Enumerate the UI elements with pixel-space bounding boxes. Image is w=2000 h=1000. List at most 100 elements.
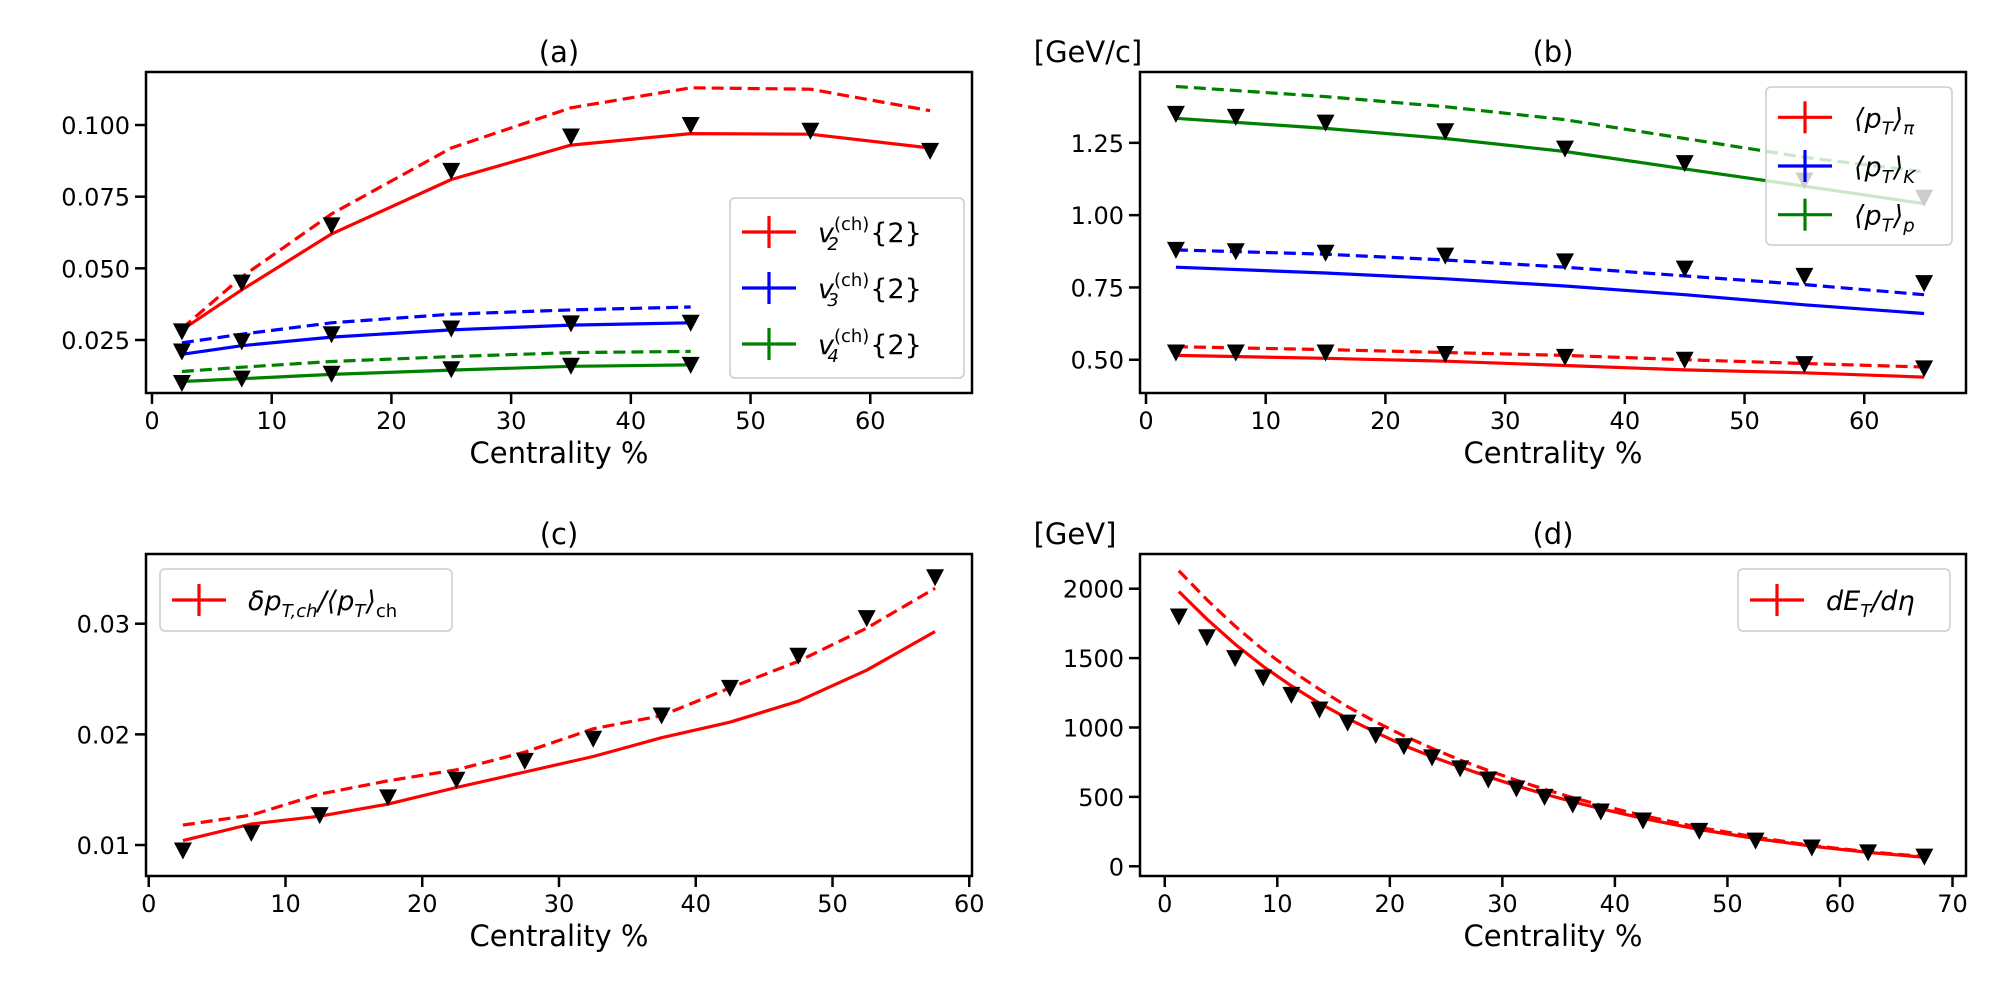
legend-text-part: 3: [827, 290, 838, 311]
legend-text-part: K: [1903, 167, 1916, 188]
data-marker: [1316, 344, 1335, 362]
data-marker: [1746, 832, 1765, 850]
y-tick-label: 0.025: [61, 327, 130, 355]
data-marker: [584, 730, 603, 748]
x-tick-label: 10: [1250, 407, 1281, 435]
data-marker: [1166, 241, 1185, 259]
legend-label: ⟨pT⟩K: [1854, 152, 1916, 188]
data-marker: [1507, 780, 1526, 798]
y-tick-label: 2000: [1063, 576, 1124, 604]
data-marker: [232, 370, 251, 388]
x-tick-label: 30: [1490, 407, 1521, 435]
y-tick-label: 0.75: [1071, 274, 1124, 302]
x-tick-label: 0: [1157, 890, 1172, 918]
chart-panel-a: (a) 0 10 20 30 40 50 60 0.025 0.050 0.075 0.100 Cent…: [61, 35, 974, 470]
data-marker: [1436, 345, 1455, 363]
legend-text-part: T: [1882, 118, 1895, 139]
legend-text-part: ⟩: [1892, 201, 1904, 232]
x-tick-label: 50: [817, 890, 848, 918]
legend-box: [1765, 86, 1953, 246]
x-tick-label: 10: [270, 890, 301, 918]
legend-text-part: ⟩: [364, 586, 376, 617]
x-axis-label: Centrality %: [470, 919, 649, 953]
x-tick-label: 50: [735, 407, 766, 435]
plot-area: [1177, 569, 1925, 859]
legend-label: ⟨pT⟩p: [1854, 201, 1915, 237]
data-marker: [1795, 267, 1814, 285]
legend-text-part: ⟩: [1892, 152, 1904, 183]
legend-text-part: T: [354, 601, 367, 622]
x-tick-label: 10: [1262, 890, 1293, 918]
data-marker: [1254, 669, 1273, 687]
data-marker: [1555, 140, 1574, 158]
legend-text-part: {2}: [870, 274, 922, 305]
data-marker: [1226, 243, 1245, 261]
y-tick-label: 0.100: [61, 112, 130, 140]
chart-title: (d): [1532, 517, 1573, 551]
legend-text-part: {2}: [870, 218, 922, 249]
x-tick-label: 10: [256, 407, 287, 435]
data-marker: [1316, 114, 1335, 132]
y-tick-label: 1.00: [1071, 202, 1124, 230]
data-marker: [561, 357, 580, 375]
data-marker: [1795, 356, 1814, 374]
data-marker: [515, 752, 534, 770]
data-marker: [1479, 771, 1498, 789]
data-marker: [242, 824, 261, 842]
data-marker: [1394, 738, 1413, 756]
legend-text-part: p: [1902, 216, 1914, 237]
series-line-dashed: [182, 586, 936, 827]
data-marker: [926, 569, 945, 587]
axes-frame: [1138, 70, 1968, 395]
unit-label: [GeV]: [1034, 517, 1117, 551]
legend-label: v(ch) 4 {2}: [818, 326, 922, 367]
data-marker: [1338, 714, 1357, 732]
legend-text-part: T: [1860, 601, 1873, 622]
data-marker: [442, 162, 461, 180]
x-tick-label: 40: [616, 407, 647, 435]
y-tick-label: 1500: [1063, 645, 1124, 673]
x-axis-label: Centrality %: [470, 436, 649, 470]
data-marker: [789, 647, 808, 665]
chart-panel-c: (c) 0 10 20 30 40 50 60 0.01 0.02 0.03 Centrality %…: [77, 517, 985, 953]
data-marker: [1915, 360, 1934, 378]
legend-label: δpT,ch/⟨pT⟩ch: [248, 586, 397, 622]
x-tick-label: 0: [144, 407, 159, 435]
legend-text-part: (ch): [834, 214, 869, 235]
x-tick-label: 50: [1712, 890, 1743, 918]
data-marker: [1166, 105, 1185, 123]
legend-text-part: π: [1903, 118, 1915, 139]
data-marker: [857, 610, 876, 628]
data-marker: [232, 274, 251, 292]
legend-text-part: T: [1882, 167, 1895, 188]
data-marker: [1316, 244, 1335, 262]
chart-panel-b: (b) [GeV/c] 0 10 20 30 40 50 60 0.50 0.75 1.00 1.25 C…: [1034, 35, 1968, 470]
x-tick-label: 40: [1600, 890, 1631, 918]
data-marker: [561, 315, 580, 333]
x-tick-label: 30: [1487, 890, 1518, 918]
data-marker: [1634, 812, 1653, 830]
chart-panel-d: (d) [GeV] 0 10 20 30 40 50 60 70 0 500 1000 1500 2000 C…: [1034, 517, 1968, 953]
legend-text-part: T,ch: [282, 601, 318, 622]
y-tick-label: 1.25: [1071, 130, 1124, 158]
legend-label: dET/dη: [1826, 586, 1915, 622]
data-marker: [442, 320, 461, 338]
legend-label: v(ch) 2 {2}: [818, 214, 922, 255]
data-marker: [720, 679, 739, 697]
series-line-solid: [182, 630, 936, 843]
data-marker: [681, 117, 700, 135]
data-marker: [1675, 155, 1694, 173]
legend-text-part: δp: [248, 586, 282, 617]
series-line-dashed: [180, 86, 931, 330]
data-marker: [1436, 123, 1455, 141]
legend-text-part: 2: [827, 234, 838, 255]
data-marker: [173, 842, 192, 860]
x-tick-label: 60: [855, 407, 886, 435]
legend-text-part: (ch): [834, 326, 869, 347]
y-tick-label: 1000: [1063, 714, 1124, 742]
legend-text-part: v: [818, 218, 835, 249]
data-marker: [1197, 629, 1216, 647]
data-marker: [1166, 344, 1185, 362]
series-line-dashed: [1177, 569, 1925, 859]
